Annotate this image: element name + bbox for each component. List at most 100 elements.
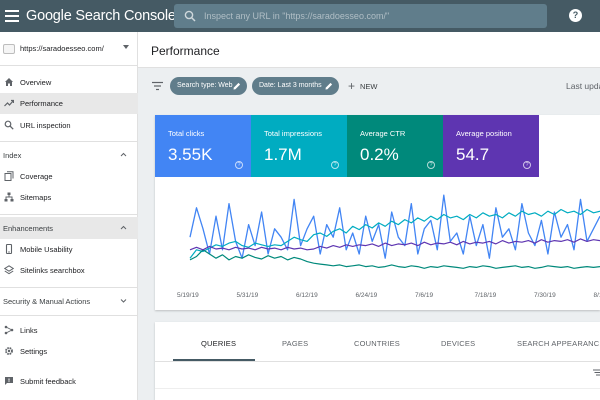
help-icon[interactable]: ? [427,161,435,169]
property-favicon-icon [3,44,15,54]
property-url: https://saradoesseo.com/ [20,44,104,53]
help-icon[interactable]: ? [331,161,339,169]
filter-chip-search-type[interactable]: Search type: Web [170,77,247,95]
help-icon[interactable]: ? [235,161,243,169]
feedback-icon [5,377,13,385]
sidebar-item-label: Sitelinks searchbox [20,266,85,275]
series-line-2 [189,249,600,269]
links-icon [4,325,14,335]
new-label: NEW [360,82,378,91]
metric-label: Average CTR [360,129,406,138]
search-icon [184,10,196,22]
app-logo[interactable]: Google Search Console [26,8,176,24]
property-selector[interactable]: https://saradoesseo.com/ [0,32,138,66]
section-enhancements[interactable]: Enhancements [0,217,138,239]
metric-value: 54.7 [456,145,490,164]
sidebar: https://saradoesseo.com/ Overview Perfor… [0,32,138,400]
metric-average-position[interactable]: Average position 54.7 ? [443,115,539,177]
metric-value: 1.7M [264,145,302,164]
sidebar-item-label: URL inspection [20,121,71,130]
dimensions-card: QUERIES PAGES COUNTRIES DEVICES SEARCH A… [155,322,600,400]
sidebar-item-url-inspection[interactable]: URL inspection [0,115,138,136]
sidebar-item-label: Coverage [20,172,53,181]
sidebar-item-label: Links [20,326,38,335]
caret-down-icon [123,45,129,49]
tab-devices[interactable]: DEVICES [441,339,476,348]
home-icon [5,78,13,86]
sidebar-item-performance[interactable]: Performance [0,93,138,114]
help-icon[interactable]: ? [569,9,582,22]
sidebar-item-sitelinks-searchbox[interactable]: Sitelinks searchbox [0,260,138,281]
url-inspect-input[interactable] [204,7,534,25]
gear-icon [5,347,13,355]
coverage-icon [4,171,14,181]
divider [155,361,600,362]
section-index[interactable]: Index [0,144,138,166]
x-tick-label: 7/30/19 [534,292,556,299]
x-tick-label: 7/18/19 [475,292,497,299]
divider [0,141,138,142]
x-tick-label: 8/11/19 [594,292,600,299]
sitemaps-icon [4,192,14,202]
chevron-up-icon [120,152,127,157]
chip-label: Search type: Web [177,82,233,89]
new-filter-button[interactable]: + NEW [348,79,378,93]
sidebar-item-label: Settings [20,347,48,356]
sidebar-item-label: Mobile Usability [20,245,73,254]
sidebar-item-label: Sitemaps [20,193,52,202]
divider [155,388,600,389]
performance-chart[interactable]: 5/19/19 5/31/19 6/12/19 6/24/19 7/6/19 7/18/1… [155,177,600,310]
divider [0,315,138,316]
chevron-up-icon [120,225,127,230]
layers-icon [4,265,14,275]
metric-average-ctr[interactable]: Average CTR 0.2% ? [347,115,443,177]
tab-countries[interactable]: COUNTRIES [354,339,400,348]
x-tick-label: 6/24/19 [356,292,378,299]
sidebar-item-mobile-usability[interactable]: Mobile Usability [0,239,138,260]
section-security[interactable]: Security & Manual Actions [0,290,138,312]
url-inspect-search[interactable] [174,4,547,28]
sidebar-item-label: Submit feedback [20,377,76,386]
chevron-down-icon [120,299,127,303]
page-header: Performance [138,32,600,68]
pencil-icon [233,82,241,90]
section-label: Index [3,151,22,160]
sidebar-item-submit-feedback[interactable]: Submit feedback [0,371,138,392]
plus-icon: + [348,79,356,93]
x-tick-label: 5/31/19 [237,292,259,299]
filter-icon[interactable] [152,81,163,91]
search-icon [4,120,14,130]
x-tick-label: 6/12/19 [296,292,318,299]
metric-label: Total clicks [168,129,205,138]
filter-rows-icon[interactable] [593,369,600,376]
sidebar-item-settings[interactable]: Settings [0,341,138,362]
metric-total-clicks[interactable]: Total clicks 3.55K ? [155,115,251,177]
pencil-icon [325,82,333,90]
filter-chip-date[interactable]: Date: Last 3 months [252,77,339,95]
filter-bar: Search type: Web Date: Last 3 months + NE… [138,69,600,103]
sidebar-item-coverage[interactable]: Coverage [0,166,138,187]
section-label: Security & Manual Actions [3,297,91,306]
tab-pages[interactable]: PAGES [282,339,309,348]
sidebar-item-label: Performance [20,99,63,108]
page-title: Performance [151,44,220,58]
menu-icon[interactable] [4,8,20,24]
x-tick-label: 7/6/19 [415,292,433,299]
tab-queries[interactable]: QUERIES [201,339,237,348]
metric-value: 0.2% [360,145,399,164]
tab-search-appearance[interactable]: SEARCH APPEARANCE [517,339,600,348]
sidebar-item-label: Overview [20,78,52,87]
metric-label: Total impressions [264,129,322,138]
help-icon[interactable]: ? [523,161,531,169]
sidebar-item-overview[interactable]: Overview [0,72,138,93]
metric-value: 3.55K [168,145,213,164]
sidebar-item-sitemaps[interactable]: Sitemaps [0,187,138,208]
sidebar-item-links[interactable]: Links [0,320,138,341]
series-line-3 [189,238,600,251]
metric-total-impressions[interactable]: Total impressions 1.7M ? [251,115,347,177]
section-label: Enhancements [3,224,54,233]
metric-label: Average position [456,129,512,138]
divider [0,287,138,288]
last-updated-text: Last upda [566,81,600,91]
series-line-0 [189,194,600,259]
